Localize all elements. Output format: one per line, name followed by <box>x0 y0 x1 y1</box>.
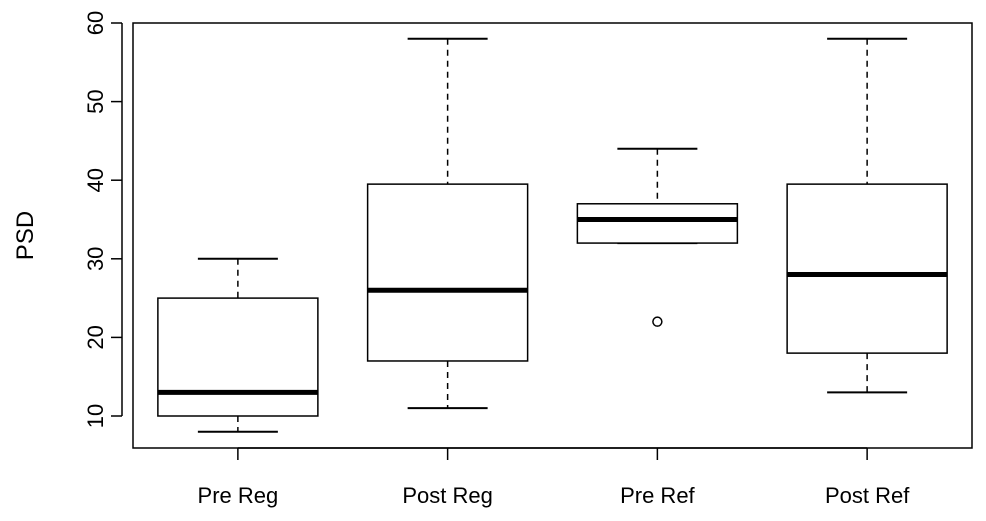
y-axis-title: PSD <box>12 211 39 260</box>
y-axis: 10 20 30 40 50 60 <box>83 11 123 428</box>
boxes <box>157 37 948 433</box>
box-2 <box>576 147 739 327</box>
x-axis: Pre Reg Post Reg Pre Ref Post Ref <box>198 447 910 508</box>
outlier-point <box>652 316 663 327</box>
box-0 <box>157 257 319 433</box>
y-tick-label: 40 <box>83 168 108 192</box>
iqr-box <box>157 297 319 417</box>
iqr-box <box>366 183 529 362</box>
y-tick-label: 20 <box>83 325 108 349</box>
y-tick-label: 30 <box>83 247 108 271</box>
x-tick-label: Post Ref <box>825 483 910 508</box>
x-tick-label: Post Reg <box>402 483 493 508</box>
iqr-box <box>786 183 948 354</box>
y-tick-label: 60 <box>83 11 108 35</box>
x-tick-label: Pre Reg <box>198 483 279 508</box>
iqr-box <box>576 203 739 244</box>
box-1 <box>366 37 529 410</box>
box-3 <box>786 37 948 394</box>
y-tick-label: 50 <box>83 89 108 113</box>
y-tick-label: 10 <box>83 404 108 428</box>
x-tick-label: Pre Ref <box>620 483 695 508</box>
